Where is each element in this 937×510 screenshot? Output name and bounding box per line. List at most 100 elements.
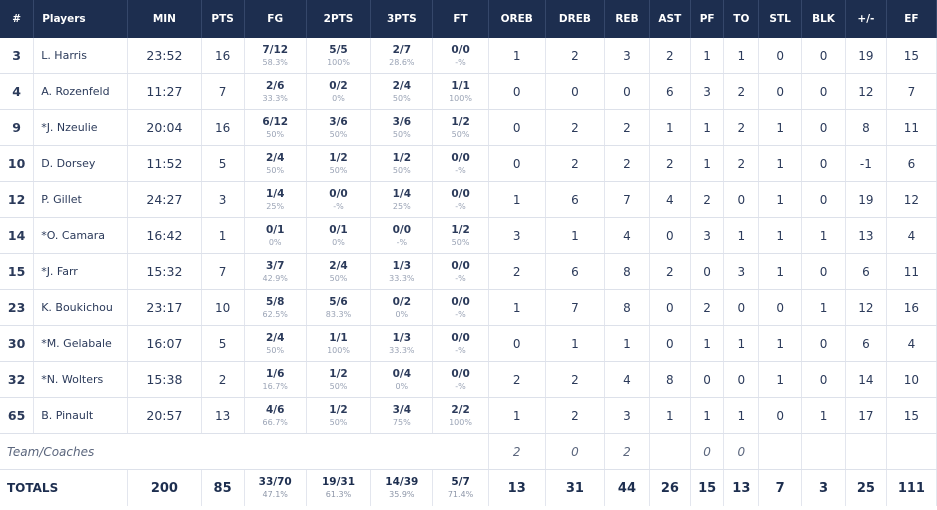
player-ft-pct: 100% [449,417,472,427]
player-stl: 1 [758,145,803,182]
player-stl: 1 [758,217,803,254]
player-2pts-pct: 0% [332,93,345,103]
player-ast: 2 [649,145,691,182]
player-ft-made: 0/0 [451,331,470,344]
player-ast: 2 [649,38,691,74]
player-dreb: 2 [545,361,606,398]
player-name: P. Gillet [33,181,129,218]
player-name: *N. Wolters [33,361,129,398]
header-dreb: DREB [545,0,606,38]
player-pf: 1 [690,109,725,146]
player-fg-pct: 58.3% [262,57,288,67]
header-pf: PF [690,0,725,38]
player-fg: 5/8 62.5% [244,289,307,326]
player-stl: 1 [758,181,803,218]
player-2pts-made: 5/5 [329,43,348,56]
player-ft: 1/2 50% [432,109,489,146]
player-3pts-pct: 25% [392,201,411,211]
player-2pts: 1/2 50% [306,397,372,434]
player-stl: 1 [758,253,803,290]
table-row: 65 B. Pinault 20:57 13 4/6 66.7% 1/2 50% 3/4 75% 2… [0,397,937,434]
player-3pts-pct: 75% [392,417,411,427]
player-dreb: 2 [545,109,606,146]
player-name: *M. Gelabale [33,325,129,362]
player-min: 20:04 [127,109,202,146]
player-ft: 0/0 -% [432,289,489,326]
player-3pts: 2/4 50% [370,73,434,110]
player-3pts: 2/7 28.6% [370,38,434,74]
totals-fg: 33/70 47.1% [244,469,307,506]
player-ef: 4 [886,325,937,362]
table-row: 3 L. Harris 23:52 16 7/12 58.3% 5/5 100% 2/7 28.6… [0,38,937,74]
player-reb: 2 [604,145,650,182]
player-2pts: 1/2 50% [306,145,372,182]
player-2pts-made: 1/2 [329,151,348,164]
player-to: 1 [723,38,760,74]
player-3pts-made: 0/4 [392,367,412,380]
player-oreb: 3 [488,217,546,254]
player-ft: 0/0 -% [432,181,489,218]
player-dreb: 2 [545,397,606,434]
player-reb: 3 [604,397,650,434]
player-2pts: 0/0 -% [306,181,372,218]
header-row: # Players MIN PTS FG 2PTS 3PTS FT OREB D… [0,0,937,38]
coaches-ast [649,433,691,470]
player-fg: 3/7 42.9% [244,253,307,290]
player-3pts-made: 2/7 [392,43,412,56]
player-fg-made: 7/12 [262,43,289,56]
player-fg: 0/1 0% [244,217,307,254]
player-ft-pct: -% [455,345,466,355]
player-to: 0 [723,181,760,218]
player-oreb: 1 [488,289,546,326]
player-fg-pct: 50% [266,345,285,355]
coaches-oreb: 2 [488,433,546,470]
player-dreb: 6 [545,181,606,218]
totals-ef: 111 [886,469,937,506]
totals-3pts-made: 14/39 [385,476,419,488]
player-2pts-pct: 50% [329,417,348,427]
player-pf: 1 [690,38,725,74]
player-ft-made: 0/0 [451,295,470,308]
player-2pts-pct: 50% [329,273,348,283]
header-reb: REB [604,0,650,38]
player-3pts-made: 3/6 [392,115,412,128]
totals-min: 200 [127,469,202,506]
player-3pts: 1/3 33.3% [370,253,434,290]
player-2pts-made: 1/1 [329,331,348,344]
player-min: 16:42 [127,217,202,254]
player-stl: 0 [758,38,803,74]
player-fg-made: 1/4 [265,187,285,200]
player-pts: 16 [201,109,245,146]
player-fg-pct: 33.3% [262,93,288,103]
player-3pts-made: 1/4 [392,187,412,200]
header-ef: EF [886,0,937,38]
player-ft: 1/1 100% [432,73,489,110]
player-fg: 7/12 58.3% [244,38,307,74]
header-3pts: 3PTS [370,0,434,38]
player-plus-minus: 12 [845,73,887,110]
player-2pts-made: 1/2 [329,367,348,380]
player-pts: 2 [201,361,245,398]
player-pf: 3 [690,217,725,254]
player-3pts-pct: -% [396,237,408,247]
player-pts: 1 [201,217,245,254]
player-ft-made: 0/0 [451,187,470,200]
player-fg-made: 0/1 [265,223,285,236]
player-ft-pct: -% [455,165,466,175]
player-fg-pct: 62.5% [262,309,288,319]
player-ft-pct: 100% [449,93,472,103]
player-to: 0 [723,289,760,326]
totals-pts: 85 [201,469,245,506]
player-2pts-pct: 50% [329,129,348,139]
team-coaches-row: Team/Coaches 2 0 2 0 0 [0,433,937,470]
player-2pts-made: 0/2 [329,79,348,92]
player-ft-pct: -% [455,273,466,283]
player-3pts-made: 1/3 [392,259,412,272]
player-name: *J. Farr [33,253,129,290]
coaches-reb: 2 [604,433,650,470]
player-pf: 0 [690,253,725,290]
player-ft-made: 1/2 [451,115,470,128]
player-min: 11:52 [127,145,202,182]
player-oreb: 1 [488,397,546,434]
player-to: 2 [723,109,760,146]
